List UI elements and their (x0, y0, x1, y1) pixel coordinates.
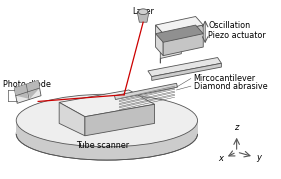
Polygon shape (14, 80, 41, 103)
Text: Laser: Laser (132, 7, 154, 16)
Polygon shape (160, 37, 181, 63)
Polygon shape (114, 83, 178, 100)
Text: x: x (218, 154, 223, 163)
Text: Diamond abrasive: Diamond abrasive (194, 82, 267, 91)
Polygon shape (137, 13, 149, 22)
Polygon shape (14, 84, 28, 99)
Ellipse shape (138, 9, 148, 15)
Ellipse shape (16, 108, 198, 160)
Polygon shape (156, 25, 163, 56)
Text: Tube scanner: Tube scanner (76, 141, 130, 150)
Text: Piezo actuator: Piezo actuator (208, 31, 266, 40)
Ellipse shape (16, 94, 198, 147)
Text: Mircocantilever: Mircocantilever (194, 74, 256, 83)
Text: y: y (256, 153, 261, 162)
Polygon shape (156, 16, 203, 34)
Text: z: z (234, 123, 239, 132)
Polygon shape (156, 25, 203, 42)
Polygon shape (59, 90, 155, 117)
Polygon shape (152, 63, 221, 80)
Polygon shape (148, 57, 221, 77)
Text: Photo diode: Photo diode (3, 80, 51, 90)
Polygon shape (59, 102, 85, 136)
Text: Oscillation: Oscillation (208, 21, 250, 30)
Polygon shape (85, 104, 155, 136)
Polygon shape (16, 120, 198, 134)
Text: Workpiece: Workpiece (67, 107, 109, 116)
Polygon shape (26, 80, 40, 99)
Polygon shape (163, 25, 203, 56)
